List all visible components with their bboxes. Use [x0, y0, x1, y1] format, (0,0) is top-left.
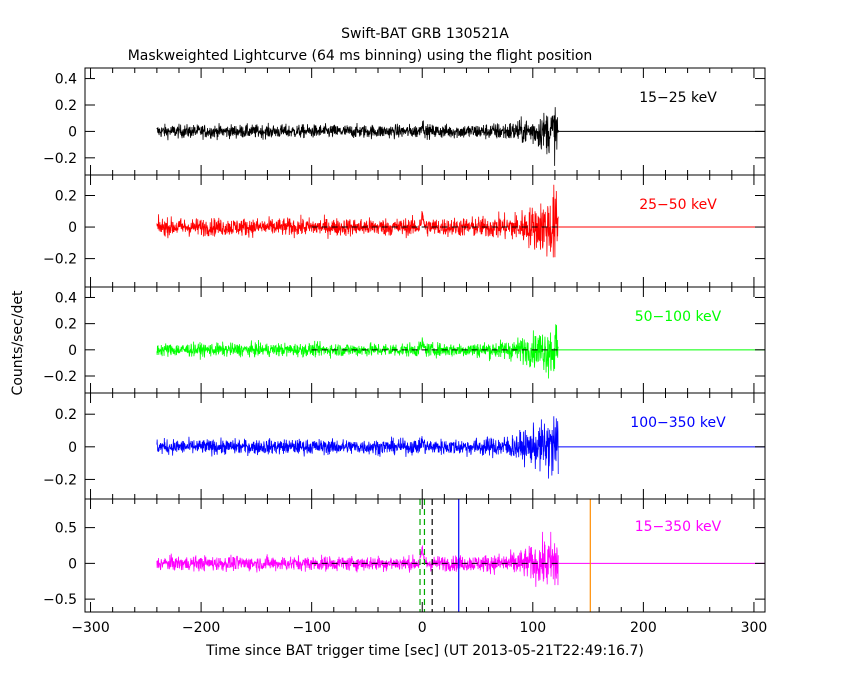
y-tick-label: 0: [68, 220, 77, 236]
lightcurve-series: [156, 107, 559, 166]
y-tick-label: −0.2: [43, 252, 77, 268]
y-tick-label: 0.2: [55, 98, 77, 114]
y-tick-label: 0: [68, 124, 77, 140]
y-tick-label: −0.2: [43, 369, 77, 385]
panel-1: −0.2 0 0.2 25−50 keV: [43, 174, 766, 288]
y-tick-label: 0.5: [55, 521, 77, 537]
x-tick-label: 200: [630, 620, 657, 636]
y-tick-label: −0.2: [43, 472, 77, 488]
y-tick-label: 0: [68, 440, 77, 456]
band-label: 100−350 keV: [630, 415, 726, 431]
lightcurve-series: [156, 184, 559, 258]
x-tick-label: −100: [292, 620, 330, 636]
y-tick-label: 0.2: [55, 407, 77, 423]
x-tick-label: 0: [418, 620, 427, 636]
band-label: 50−100 keV: [635, 309, 722, 325]
lightcurve-series: [156, 531, 559, 587]
y-axis-label: Counts/sec/det: [10, 290, 26, 395]
y-tick-label: 0.4: [55, 72, 77, 88]
y-tick-label: 0: [68, 556, 77, 572]
panel-4: −0.5 0 0.5 15−350 keV: [43, 498, 766, 613]
band-label: 15−25 keV: [639, 90, 717, 106]
x-tick-label: −300: [71, 620, 109, 636]
x-tick-label: −200: [182, 620, 220, 636]
y-tick-label: 0.4: [55, 290, 77, 306]
lightcurve-series: [156, 416, 559, 479]
panel-frame: [84, 286, 766, 394]
panel-0: −0.2 0 0.2 0.4 15−25 keV: [43, 67, 766, 176]
chart-subtitle: Maskweighted Lightcurve (64 ms binning) …: [128, 48, 593, 64]
band-label: 25−50 keV: [639, 197, 717, 213]
x-axis-label: Time since BAT trigger time [sec] (UT 20…: [205, 643, 644, 659]
band-label: 15−350 keV: [635, 519, 722, 535]
panels-group: −0.200.20.415−25 keV−0.200.225−50 keV−0.…: [43, 67, 768, 636]
y-tick-label: 0: [68, 343, 77, 359]
panel-3: −0.2 0 0.2 100−350 keV: [43, 392, 766, 500]
x-tick-label: 300: [741, 620, 768, 636]
x-tick-label: 100: [519, 620, 546, 636]
y-tick-label: 0.2: [55, 189, 77, 205]
panel-frame: [84, 498, 766, 613]
y-tick-label: −0.2: [43, 151, 77, 167]
y-tick-label: 0.2: [55, 317, 77, 333]
y-tick-label: −0.5: [43, 592, 77, 608]
panel-frame: [84, 67, 766, 176]
panel-frame: [84, 174, 766, 288]
chart-title: Swift-BAT GRB 130521A: [341, 26, 509, 42]
lightcurve-series: [156, 324, 559, 379]
panel-2: −0.2 0 0.2 0.4 50−100 keV: [43, 286, 766, 394]
